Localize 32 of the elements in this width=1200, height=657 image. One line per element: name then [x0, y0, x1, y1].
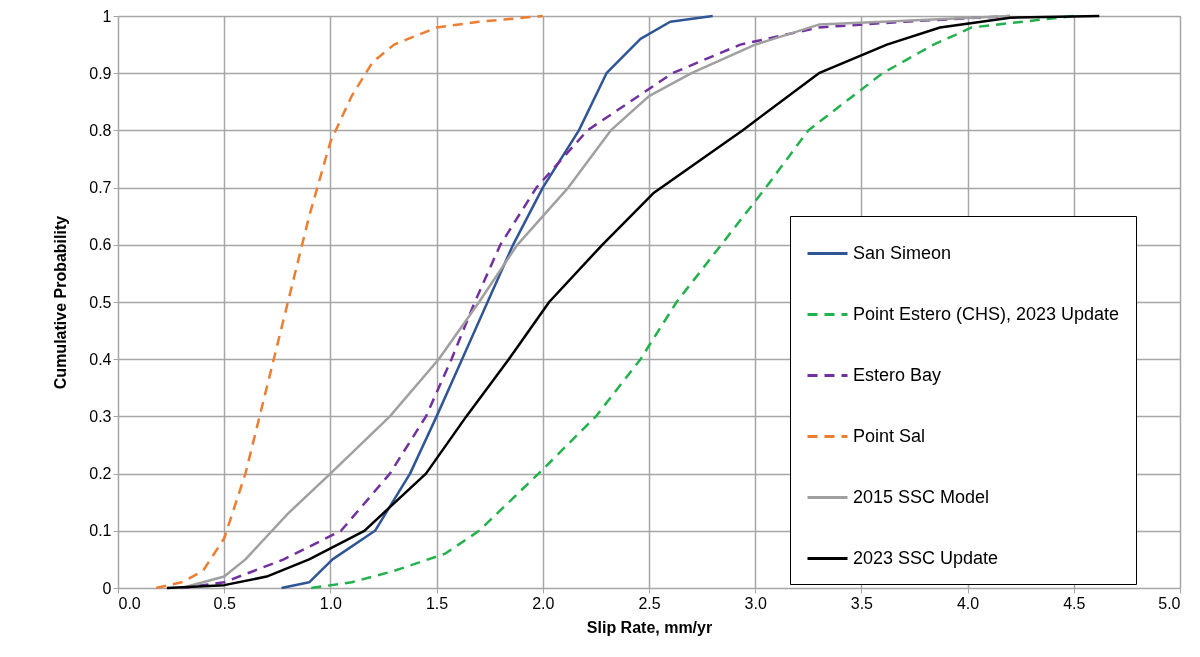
- legend-label: San Simeon: [853, 242, 952, 263]
- y-tick-label: 0.1: [89, 522, 112, 540]
- legend-label: 2023 SSC Update: [853, 547, 999, 568]
- legend-label: Point Sal: [853, 425, 926, 446]
- line-series: [280, 14, 714, 590]
- y-axis-title: Cumulative Probability: [52, 215, 70, 390]
- legend-label: Estero Bay: [853, 364, 942, 385]
- x-tick-label: 3.0: [744, 594, 767, 612]
- x-tick-label: 4.5: [1063, 594, 1086, 612]
- y-tick-label: 1: [102, 7, 112, 25]
- x-tick-label: 3.5: [850, 594, 874, 612]
- x-tick-label: 4.0: [956, 594, 980, 612]
- y-tick-label: 0.3: [89, 407, 112, 425]
- x-tick-label: 1.0: [319, 594, 343, 612]
- legend-label: 2015 SSC Model: [853, 486, 990, 507]
- x-tick-label: 2.5: [638, 594, 661, 612]
- y-tick-label: 0.7: [89, 179, 112, 197]
- x-tick-label: 0.0: [118, 594, 141, 612]
- x-axis-title: Slip Rate, mm/yr: [586, 618, 713, 636]
- y-tick-label: 0: [102, 579, 112, 597]
- legend-label: Point Estero (CHS), 2023 Update: [853, 303, 1120, 324]
- x-tick-label: 0.5: [213, 594, 236, 612]
- x-tick-label: 5.0: [1158, 594, 1181, 612]
- y-tick-label: 0.8: [89, 121, 112, 139]
- line-series: [154, 14, 545, 590]
- x-tick-label: 1.5: [425, 594, 449, 612]
- y-tick-label: 0.5: [89, 293, 112, 311]
- y-tick-label: 0.4: [89, 350, 112, 368]
- y-tick-label: 0.6: [89, 236, 112, 254]
- y-tick-label: 0.9: [89, 64, 112, 82]
- x-tick-label: 2.0: [532, 594, 555, 612]
- y-tick-label: 0.2: [89, 465, 112, 483]
